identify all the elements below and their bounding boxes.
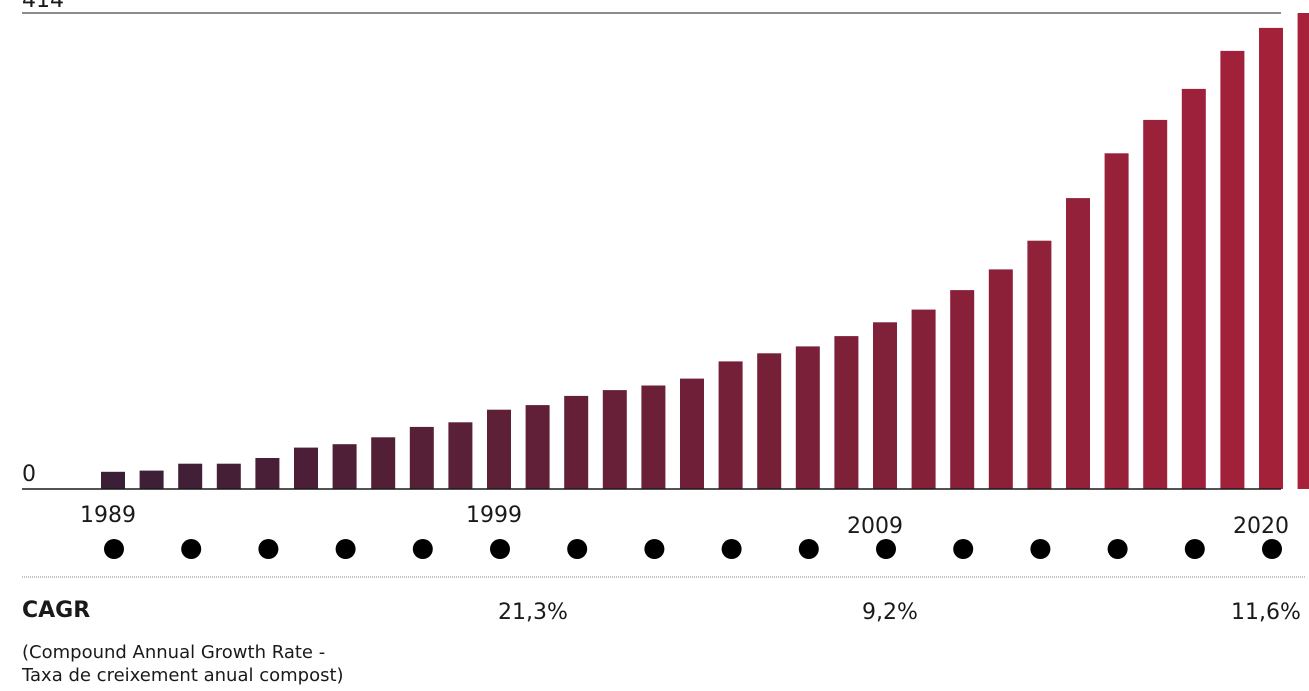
cagr-subtitle: (Compound Annual Growth Rate - Taxa de c… bbox=[22, 641, 442, 687]
bar-2010 bbox=[911, 309, 936, 489]
bar-1995 bbox=[332, 444, 357, 489]
bar-2013 bbox=[1027, 240, 1052, 489]
bar-1998 bbox=[448, 422, 473, 489]
timeline-dot bbox=[1184, 539, 1205, 559]
timeline-dot bbox=[953, 539, 974, 559]
bar-2003 bbox=[641, 385, 666, 489]
cagr-title: CAGR bbox=[22, 598, 91, 623]
cagr-subtitle-line2: Taxa de creixement anual compost) bbox=[22, 665, 344, 686]
bar-2002 bbox=[602, 390, 627, 489]
x-tick-2020: 2020 bbox=[1233, 514, 1289, 539]
bar-2020 bbox=[1297, 13, 1309, 489]
bar-1994 bbox=[294, 447, 318, 489]
bar-2016 bbox=[1143, 119, 1168, 490]
bar-2015 bbox=[1104, 153, 1129, 490]
bar-1997 bbox=[409, 426, 434, 489]
bar-2012 bbox=[988, 269, 1013, 489]
timeline-dot bbox=[335, 539, 356, 559]
timeline-dot bbox=[1030, 539, 1051, 559]
bar-1999 bbox=[487, 409, 511, 489]
bar-2006 bbox=[757, 353, 782, 489]
timeline-dot bbox=[721, 539, 742, 559]
timeline-dot bbox=[258, 539, 279, 559]
cagr-value-1989-1999: 21,3% bbox=[498, 600, 568, 625]
x-tick-1989: 1989 bbox=[80, 503, 136, 528]
cagr-value-1999-2009: 9,2% bbox=[862, 600, 918, 625]
timeline-dots bbox=[104, 539, 1282, 559]
timeline-dot bbox=[490, 539, 510, 559]
bars-group bbox=[101, 13, 1309, 490]
y-tick-zero: 0 bbox=[22, 462, 36, 487]
bar-1996 bbox=[371, 437, 396, 489]
bar-1990 bbox=[139, 470, 164, 489]
bar-2001 bbox=[564, 395, 589, 489]
y-tick-max: 414 bbox=[22, 0, 64, 13]
timeline-dot bbox=[876, 539, 896, 559]
x-tick-2009: 2009 bbox=[847, 514, 903, 539]
bar-2007 bbox=[795, 346, 820, 489]
timeline-dot bbox=[567, 539, 588, 559]
timeline-dot bbox=[644, 539, 665, 559]
bar-2017 bbox=[1181, 88, 1206, 490]
timeline-dot bbox=[181, 539, 202, 559]
bar-2005 bbox=[718, 361, 743, 489]
bar-2004 bbox=[680, 378, 704, 489]
timeline-dot bbox=[798, 539, 819, 559]
bar-1989 bbox=[101, 471, 125, 489]
bar-2019 bbox=[1259, 27, 1283, 490]
bar-2014 bbox=[1066, 198, 1090, 489]
bar-1993 bbox=[255, 458, 280, 489]
bar-2009 bbox=[873, 322, 897, 489]
bar-1992 bbox=[216, 463, 241, 489]
bar-1991 bbox=[178, 463, 203, 489]
timeline-dot bbox=[1262, 539, 1282, 559]
cagr-subtitle-line1: (Compound Annual Growth Rate - bbox=[22, 642, 326, 663]
cagr-value-2009-2020: 11,6% bbox=[1231, 600, 1301, 625]
bar-2011 bbox=[950, 290, 975, 489]
bar-2018 bbox=[1220, 50, 1245, 490]
bar-2008 bbox=[834, 336, 859, 489]
timeline-dot bbox=[104, 539, 124, 559]
bar-2000 bbox=[525, 405, 550, 489]
x-tick-1999: 1999 bbox=[466, 503, 522, 528]
timeline-dot bbox=[412, 539, 433, 559]
timeline-dot bbox=[1107, 539, 1128, 559]
